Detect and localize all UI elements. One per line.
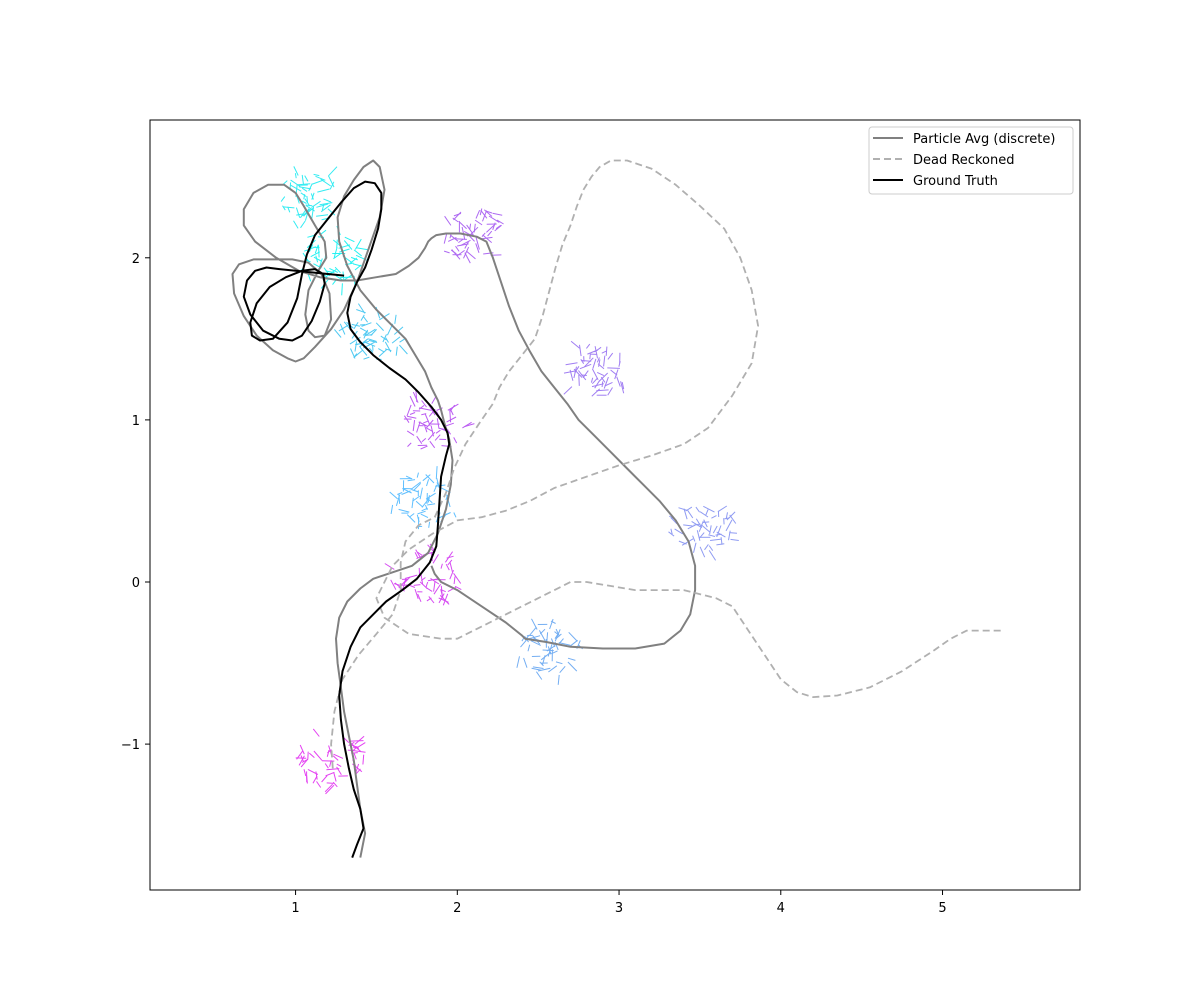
legend-box [868,126,1074,195]
series-ground-truth [242,180,451,858]
particle-cluster [295,728,366,795]
legend-label-particle-avg: Particle Avg (discrete) [913,132,1055,147]
particle-cluster [443,208,504,264]
y-tick-label: 0 [132,576,140,591]
legend: Particle Avg (discrete) Dead Reckoned Gr… [868,126,1074,195]
y-tick-label: 2 [132,252,140,267]
legend-label-dead-reckoned: Dead Reckoned [913,153,1014,168]
particle-cluster [563,340,625,397]
series-dead-reckoned [330,159,1001,769]
particle-cluster [403,390,475,450]
x-tick-label: 4 [777,901,785,916]
x-axis: 1 2 3 4 5 [291,890,947,916]
y-tick-label: 1 [132,414,140,429]
plot-frame [149,119,1081,891]
particle-cluster [668,505,739,561]
x-tick-label: 2 [453,901,461,916]
x-tick-label: 5 [938,901,946,916]
series-layer [231,159,1001,858]
legend-label-ground-truth: Ground Truth [913,174,998,189]
x-tick-label: 3 [615,901,623,916]
y-tick-label: −1 [121,738,140,753]
x-tick-label: 1 [291,901,299,916]
y-axis: −1 0 1 2 [121,252,150,753]
